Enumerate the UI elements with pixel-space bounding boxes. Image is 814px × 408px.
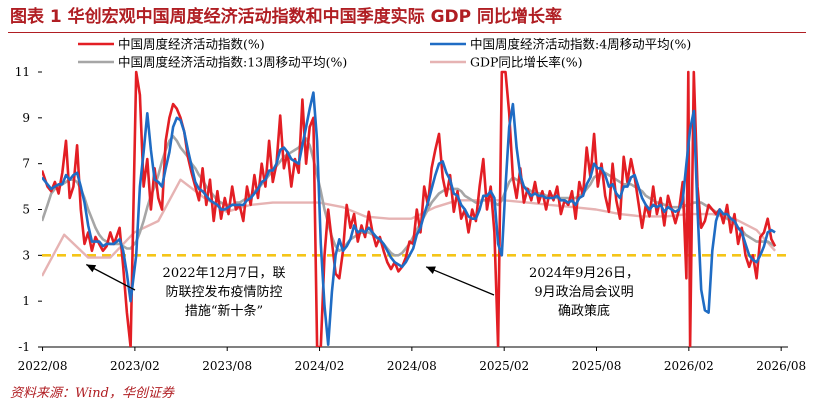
x-tick-label: 2024/08 xyxy=(387,359,437,373)
y-tick-label: 1 xyxy=(22,294,30,308)
legend-13w-ma-label: 中国周度经济活动指数:13周移动平均(%) xyxy=(118,55,347,70)
x-tick-label: 2022/08 xyxy=(18,359,68,373)
x-tick-label: 2024/02 xyxy=(295,359,345,373)
x-tick-label: 2023/08 xyxy=(202,359,252,373)
y-tick-label: 9 xyxy=(22,111,30,125)
annotation-text: 确政策底 xyxy=(558,303,610,319)
x-tick-label: 2026/08 xyxy=(756,359,806,373)
y-tick-label: 7 xyxy=(22,157,30,171)
chart-legend: 中国周度经济活动指数(%) 中国周度经济活动指数:4周移动平均(%) 中国周度经济活… xyxy=(78,37,691,70)
annotation-text: 防联控发布疫情防控 xyxy=(165,284,282,300)
annotation-arrowhead xyxy=(86,264,97,273)
annotation-arrow xyxy=(425,266,495,296)
x-tick-label: 2025/02 xyxy=(479,359,529,373)
y-tick-label: 11 xyxy=(15,65,30,79)
y-tick-label: 5 xyxy=(22,203,30,217)
annotation-text: 措施“新十条” xyxy=(185,303,263,319)
annotation-arrowhead xyxy=(426,266,436,274)
source-note: 资料来源：Wind，华创证券 xyxy=(10,386,174,401)
4w-ma-line xyxy=(42,91,776,346)
x-tick-label: 2023/02 xyxy=(110,359,160,373)
figure-title: 图表 1 华创宏观中国周度经济活动指数和中国季度实际 GDP 同比增长率 xyxy=(10,7,563,27)
legend-weekly-index-label: 中国周度经济活动指数(%) xyxy=(118,37,265,52)
x-tick-label: 2025/08 xyxy=(572,359,622,373)
annotation-arrow xyxy=(86,263,136,291)
chart-axes: -1 1 3 5 7 9 11 2022/08 2023/02 2023/08 2024/02 202… xyxy=(15,65,806,373)
legend-gdp-growth-label: GDP同比增长率(%) xyxy=(470,55,583,70)
title-rule xyxy=(8,32,806,33)
annotation-text: 2024年9月26日， xyxy=(529,266,639,281)
gdp-growth-line xyxy=(42,178,776,277)
y-tick-label: -1 xyxy=(18,340,30,354)
y-tick-label: 3 xyxy=(22,248,30,262)
x-tick-label: 2026/02 xyxy=(664,359,714,373)
series-lines xyxy=(42,70,777,347)
annotation-text: 2022年12月7日，联 xyxy=(163,266,286,281)
annotation-text: 9月政治局会议明 xyxy=(534,285,633,300)
legend-4w-ma-label: 中国周度经济活动指数:4周移动平均(%) xyxy=(470,37,691,52)
